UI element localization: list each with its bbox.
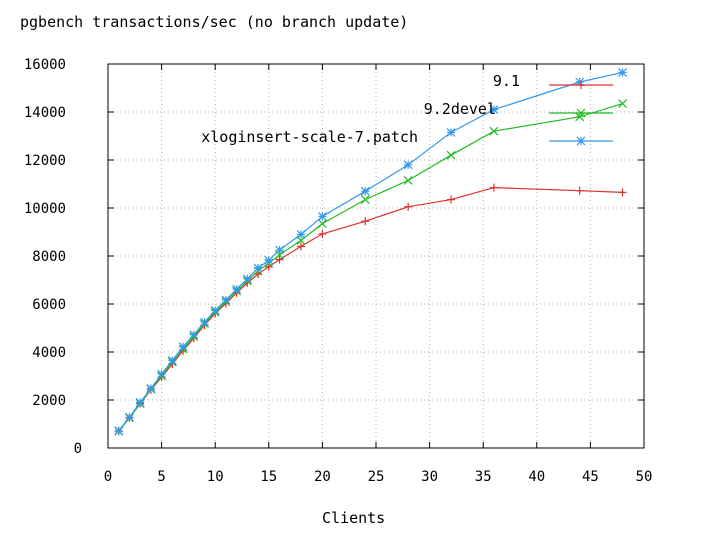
data-point <box>489 105 499 115</box>
x-tick-label: 15 <box>260 469 277 485</box>
legend-marker <box>576 108 586 118</box>
data-point <box>403 160 413 170</box>
legend-entry: 9.2devel <box>424 100 613 118</box>
data-point <box>275 245 284 255</box>
data-point <box>264 255 274 265</box>
legend-marker <box>576 136 586 146</box>
legend-label: 9.2devel <box>424 100 496 118</box>
y-tick-label: 0 <box>74 441 82 457</box>
legend: 9.1 9.2devel xloginsert-scale-7.patch <box>201 72 613 146</box>
data-point <box>253 263 263 273</box>
data-point <box>489 126 499 136</box>
x-tick-label: 25 <box>368 469 385 485</box>
chart-title: pgbench transactions/sec (no branch upda… <box>20 13 408 31</box>
data-point <box>135 397 145 407</box>
data-point <box>157 369 167 379</box>
y-tick-label: 6000 <box>32 297 66 313</box>
data-point <box>403 175 413 185</box>
data-point <box>296 242 305 251</box>
data-point <box>146 384 156 393</box>
series-1 <box>114 99 627 436</box>
data-point <box>167 355 177 365</box>
y-tick-label: 14000 <box>24 105 66 121</box>
data-point <box>210 306 220 315</box>
y-tick-label: 2000 <box>32 393 66 409</box>
x-tick-label: 50 <box>636 469 653 485</box>
series-line <box>118 71 623 432</box>
data-point <box>618 188 627 197</box>
data-point <box>446 150 456 160</box>
legend-label: xloginsert-scale-7.patch <box>201 128 418 146</box>
series-layer <box>114 67 627 436</box>
y-tick-label: 8000 <box>32 249 66 265</box>
x-tick-label: 0 <box>104 469 112 485</box>
data-point <box>221 295 231 305</box>
data-point <box>200 317 209 327</box>
data-point <box>242 274 252 284</box>
y-tick-label: 4000 <box>32 345 66 361</box>
x-tick-label: 5 <box>157 469 165 485</box>
x-tick-label: 40 <box>528 469 545 485</box>
data-point <box>114 426 124 436</box>
data-point <box>296 229 306 239</box>
data-point <box>189 330 199 340</box>
y-tick-label: 12000 <box>24 153 66 169</box>
data-point <box>618 99 627 109</box>
legend-entry: xloginsert-scale-7.patch <box>201 128 613 146</box>
x-tick-label: 20 <box>314 469 331 485</box>
series-2 <box>114 67 627 436</box>
legend-entry: 9.1 <box>493 72 613 90</box>
x-tick-label: 45 <box>582 469 599 485</box>
grid <box>108 64 644 448</box>
x-axis-title: Clients <box>322 509 385 527</box>
data-point <box>446 127 456 137</box>
data-point <box>178 342 188 352</box>
series-line <box>118 186 623 432</box>
data-point <box>618 67 627 77</box>
data-point <box>317 219 327 229</box>
y-tick-label: 10000 <box>24 201 66 217</box>
data-point <box>125 412 134 422</box>
legend-label: 9.1 <box>493 72 520 90</box>
x-tick-label: 30 <box>421 469 438 485</box>
legend-marker <box>577 81 585 89</box>
series-line <box>118 103 623 432</box>
axis-ticks: 0 5 10 15 20 25 30 35 40 45 50 0 2000 4000 6000 8000 100… <box>24 57 653 485</box>
data-point <box>361 217 370 226</box>
series-0 <box>114 183 627 436</box>
data-point <box>317 211 327 221</box>
data-point <box>360 195 370 205</box>
data-point <box>232 284 242 294</box>
data-point <box>275 255 284 264</box>
x-tick-label: 10 <box>207 469 224 485</box>
data-point <box>318 229 327 238</box>
data-point <box>575 186 584 195</box>
data-point <box>404 202 413 211</box>
data-point <box>489 183 498 192</box>
x-tick-label: 35 <box>475 469 492 485</box>
data-point <box>447 195 456 204</box>
y-tick-label: 16000 <box>24 57 66 73</box>
data-point <box>360 186 370 196</box>
